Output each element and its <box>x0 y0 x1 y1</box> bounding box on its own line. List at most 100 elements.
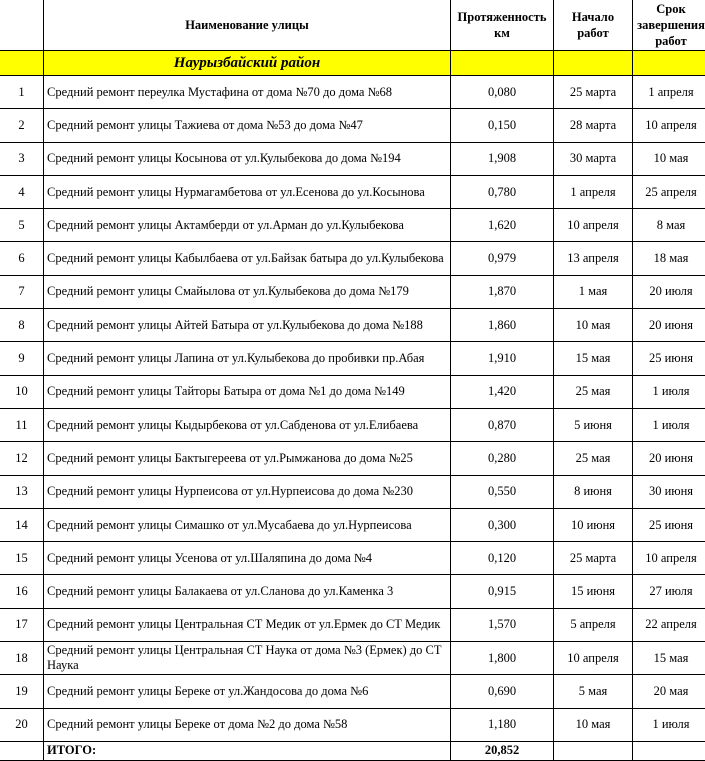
street-name: Средний ремонт улицы Тажиева от дома №53… <box>44 109 451 142</box>
end-date: 30 июня <box>633 475 705 508</box>
street-name: Средний ремонт улицы Береке от дома №2 д… <box>44 708 451 741</box>
total-row: ИТОГО:20,852 <box>0 741 705 760</box>
street-name: Средний ремонт улицы Центральная СТ Наук… <box>44 642 451 675</box>
street-name: Средний ремонт улицы Айтей Батыра от ул.… <box>44 309 451 342</box>
length-km: 1,910 <box>451 342 554 375</box>
row-number: 16 <box>0 575 44 608</box>
start-date: 10 мая <box>554 309 633 342</box>
row-number: 8 <box>0 309 44 342</box>
end-date: 10 апреля <box>633 109 705 142</box>
end-date: 20 июня <box>633 442 705 475</box>
street-name: Средний ремонт улицы Тайторы Батыра от д… <box>44 375 451 408</box>
district-name: Наурызбайский район <box>44 51 451 76</box>
row-number: 1 <box>0 76 44 109</box>
end-date: 25 апреля <box>633 175 705 208</box>
street-name: Средний ремонт улицы Нурпеисова от ул.Ну… <box>44 475 451 508</box>
length-km: 0,780 <box>451 175 554 208</box>
end-date: 25 июня <box>633 342 705 375</box>
row-number: 19 <box>0 675 44 708</box>
length-km: 0,870 <box>451 408 554 441</box>
length-km: 1,420 <box>451 375 554 408</box>
start-date: 10 апреля <box>554 209 633 242</box>
total-label: ИТОГО: <box>44 741 451 760</box>
length-km: 0,690 <box>451 675 554 708</box>
length-km: 1,570 <box>451 608 554 641</box>
start-date: 10 июня <box>554 508 633 541</box>
end-date: 10 мая <box>633 142 705 175</box>
end-date: 27 июля <box>633 575 705 608</box>
street-name: Средний ремонт улицы Усенова от ул.Шаляп… <box>44 542 451 575</box>
street-name: Средний ремонт переулка Мустафина от дом… <box>44 76 451 109</box>
length-km: 0,300 <box>451 508 554 541</box>
end-date: 25 июня <box>633 508 705 541</box>
end-date: 1 июля <box>633 375 705 408</box>
start-date: 25 марта <box>554 76 633 109</box>
length-km: 1,620 <box>451 209 554 242</box>
row-number: 20 <box>0 708 44 741</box>
end-date: 22 апреля <box>633 608 705 641</box>
end-date: 1 апреля <box>633 76 705 109</box>
length-km: 1,908 <box>451 142 554 175</box>
end-date: 20 июля <box>633 275 705 308</box>
end-date: 8 мая <box>633 209 705 242</box>
street-name: Средний ремонт улицы Балакаева от ул.Сла… <box>44 575 451 608</box>
header-name: Наименование улицы <box>44 0 451 51</box>
row-number: 13 <box>0 475 44 508</box>
street-name: Средний ремонт улицы Кыдырбекова от ул.С… <box>44 408 451 441</box>
start-date: 10 мая <box>554 708 633 741</box>
start-date: 13 апреля <box>554 242 633 275</box>
length-km: 0,915 <box>451 575 554 608</box>
header-end: Срок завершения работ <box>633 0 705 51</box>
total-length: 20,852 <box>451 741 554 760</box>
end-date: 18 мая <box>633 242 705 275</box>
length-km: 1,180 <box>451 708 554 741</box>
header-start: Начало работ <box>554 0 633 51</box>
street-name: Средний ремонт улицы Лапина от ул.Кулыбе… <box>44 342 451 375</box>
length-km: 0,550 <box>451 475 554 508</box>
start-date: 1 мая <box>554 275 633 308</box>
end-date: 15 мая <box>633 642 705 675</box>
length-km: 0,120 <box>451 542 554 575</box>
length-km: 0,080 <box>451 76 554 109</box>
street-name: Средний ремонт улицы Нурмагамбетова от у… <box>44 175 451 208</box>
row-number: 6 <box>0 242 44 275</box>
street-name: Средний ремонт улицы Береке от ул.Жандос… <box>44 675 451 708</box>
start-date: 25 марта <box>554 542 633 575</box>
length-km: 0,150 <box>451 109 554 142</box>
row-number: 2 <box>0 109 44 142</box>
start-date: 5 мая <box>554 675 633 708</box>
street-name: Средний ремонт улицы Симашко от ул.Мусаб… <box>44 508 451 541</box>
row-number: 10 <box>0 375 44 408</box>
row-number: 14 <box>0 508 44 541</box>
header-row: Наименование улицы Протяженность км Нача… <box>0 0 705 51</box>
street-name: Средний ремонт улицы Смайылова от ул.Кул… <box>44 275 451 308</box>
end-date: 20 июня <box>633 309 705 342</box>
street-name: Средний ремонт улицы Актамберди от ул.Ар… <box>44 209 451 242</box>
street-name: Средний ремонт улицы Косынова от ул.Кулы… <box>44 142 451 175</box>
length-km: 1,800 <box>451 642 554 675</box>
end-date: 1 июля <box>633 708 705 741</box>
start-date: 30 марта <box>554 142 633 175</box>
end-date: 10 апреля <box>633 542 705 575</box>
start-date: 8 июня <box>554 475 633 508</box>
start-date: 5 июня <box>554 408 633 441</box>
start-date: 25 мая <box>554 375 633 408</box>
start-date: 1 апреля <box>554 175 633 208</box>
